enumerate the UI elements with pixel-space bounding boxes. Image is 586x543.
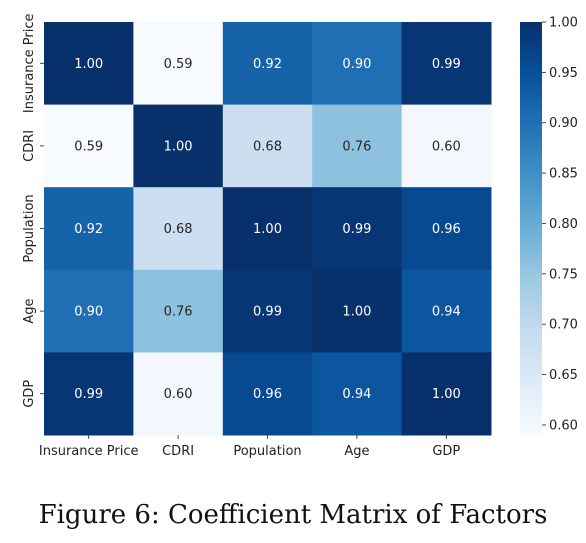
colorbar-tick-label: 0.90 [549,116,578,131]
heatmap-cell [401,22,492,106]
y-tick-label: Population [22,194,37,262]
cell-value-label: 0.92 [74,222,103,237]
heatmap-cell [44,22,134,106]
cell-value-label: 0.90 [342,57,371,72]
x-tick-label: CDRI [162,444,194,459]
cell-value-label: 0.60 [164,387,193,402]
heatmap-chart: 1.00 0.59 0.92 0.90 0.99 0.59 1.00 0.68 0.76 0.60… [22,13,578,459]
x-tick-label: Age [344,444,369,459]
cell-value-label: 0.96 [253,387,282,402]
heatmap-cell [312,352,403,436]
cell-value-label: 0.76 [342,139,371,154]
cell-value-label: 0.59 [74,139,103,154]
heatmap-cell [133,104,224,188]
cell-value-label: 0.68 [164,222,193,237]
x-tick-label: Population [233,444,301,459]
colorbar-tick-label: 0.65 [549,368,578,383]
heatmap-cell [222,352,313,436]
heatmap-cell [312,269,403,353]
y-tick-label: Age [22,299,37,324]
x-tick-label: GDP [432,444,460,459]
cell-value-label: 1.00 [342,305,371,320]
cell-value-label: 0.94 [342,387,371,402]
cell-value-label: 1.00 [164,139,193,154]
heatmap-cell [44,269,134,353]
x-tick-label: Insurance Price [39,444,139,459]
heatmap-cell [133,269,224,353]
cell-value-label: 1.00 [253,222,282,237]
heatmap-cell [401,104,492,188]
figure-caption: Figure 6: Coefficient Matrix of Factors [38,500,548,530]
cell-value-label: 0.96 [432,222,461,237]
heatmap-cell [133,187,224,271]
heatmap-cell [44,352,134,436]
heatmap-annotations: 1.00 0.59 0.92 0.90 0.99 0.59 1.00 0.68 0.76 0.60… [74,57,461,402]
cell-value-label: 0.99 [432,57,461,72]
cell-value-label: 0.99 [342,222,371,237]
cell-value-label: 0.99 [253,305,282,320]
colorbar-tick-label: 0.95 [549,66,578,81]
cell-value-label: 0.99 [74,387,103,402]
heatmap-cell [44,104,134,188]
y-tick-label: Insurance Price [22,13,37,113]
cell-value-label: 0.68 [253,139,282,154]
y-tick-label: GDP [22,380,37,408]
colorbar-tick-label: 0.85 [549,167,578,182]
heatmap-cell [312,22,403,106]
y-tick-label: CDRI [22,130,37,162]
cell-value-label: 1.00 [74,57,103,72]
cell-value-label: 0.76 [164,305,193,320]
heatmap-cell [312,187,403,271]
x-tick-labels: Insurance Price CDRI Population Age GDP [39,435,460,459]
colorbar-tick-label: 0.75 [549,267,578,282]
colorbar-tick-label: 0.80 [549,217,578,232]
heatmap-cell [312,104,403,188]
heatmap-cell [133,22,224,106]
heatmap-cell [133,352,224,436]
cell-value-label: 0.92 [253,57,282,72]
cell-value-label: 1.00 [432,387,461,402]
heatmap-cell [401,352,492,436]
colorbar-ticks: 1.00 0.95 0.90 0.85 0.80 0.75 0.70 0.65 0.60 [542,16,578,433]
cell-value-label: 0.94 [432,305,461,320]
cell-value-label: 0.90 [74,305,103,320]
colorbar-tick-label: 0.60 [549,418,578,433]
heatmap-cell [222,22,313,106]
colorbar-tick-label: 0.70 [549,318,578,333]
heatmap-cells [44,22,492,436]
heatmap-cell [222,269,313,353]
heatmap-cell [222,187,313,271]
colorbar-tick-label: 1.00 [549,16,578,31]
colorbar [520,22,542,435]
heatmap-cell [401,187,492,271]
cell-value-label: 0.59 [164,57,193,72]
heatmap-cell [44,187,134,271]
heatmap-cell [401,269,492,353]
cell-value-label: 0.60 [432,139,461,154]
heatmap-cell [222,104,313,188]
y-tick-labels: Insurance Price CDRI Population Age GDP [22,13,44,408]
